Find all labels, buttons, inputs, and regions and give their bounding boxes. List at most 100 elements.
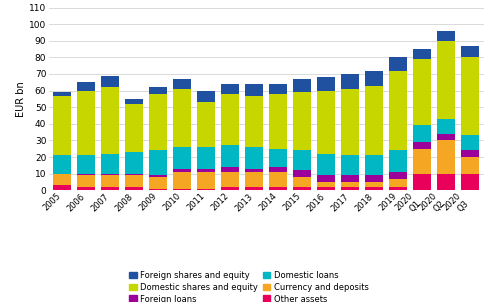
Bar [221,94,239,146]
Bar [413,142,432,149]
Bar [101,187,119,190]
Bar [270,94,287,149]
Bar [462,174,479,190]
Bar [54,92,71,96]
Bar [317,187,335,190]
Bar [77,91,95,156]
Bar [197,102,216,147]
Bar [77,175,95,187]
Bar [365,175,383,182]
Y-axis label: EUR bn: EUR bn [16,81,27,117]
Bar [294,150,311,170]
Bar [365,187,383,190]
Bar [437,140,456,174]
Bar [54,185,71,190]
Bar [341,175,359,182]
Bar [437,31,456,41]
Bar [317,154,335,175]
Bar [270,149,287,167]
Bar [389,150,408,172]
Bar [197,188,216,190]
Bar [389,179,408,187]
Bar [413,149,432,174]
Bar [365,86,383,156]
Bar [173,89,191,147]
Bar [101,175,119,187]
Bar [221,84,239,94]
Bar [149,188,167,190]
Bar [197,169,216,172]
Bar [413,174,432,190]
Bar [341,156,359,175]
Bar [125,175,143,187]
Bar [246,96,263,147]
Bar [101,76,119,87]
Bar [173,169,191,172]
Bar [294,170,311,177]
Bar [77,82,95,91]
Bar [149,177,167,188]
Bar [77,156,95,174]
Bar [294,79,311,92]
Bar [341,187,359,190]
Bar [54,96,71,156]
Bar [462,157,479,174]
Bar [317,91,335,154]
Bar [270,172,287,187]
Bar [462,57,479,135]
Bar [125,174,143,175]
Bar [389,71,408,150]
Bar [101,174,119,175]
Bar [221,146,239,167]
Bar [221,172,239,187]
Bar [149,94,167,150]
Bar [437,174,456,190]
Bar [462,150,479,157]
Bar [77,187,95,190]
Bar [413,49,432,59]
Bar [221,167,239,172]
Bar [246,169,263,172]
Bar [125,99,143,104]
Bar [270,84,287,94]
Bar [294,187,311,190]
Bar [77,174,95,175]
Bar [221,187,239,190]
Bar [270,167,287,172]
Bar [294,92,311,150]
Bar [197,172,216,188]
Bar [54,174,71,185]
Bar [341,89,359,156]
Bar [341,74,359,89]
Bar [149,175,167,177]
Bar [389,172,408,179]
Bar [462,135,479,150]
Bar [197,147,216,169]
Bar [365,182,383,187]
Bar [173,147,191,169]
Bar [246,147,263,169]
Bar [125,187,143,190]
Bar [317,175,335,182]
Bar [413,59,432,126]
Bar [317,182,335,187]
Bar [149,150,167,175]
Bar [173,188,191,190]
Bar [413,126,432,142]
Bar [125,152,143,174]
Bar [462,46,479,57]
Bar [365,71,383,86]
Bar [317,77,335,91]
Bar [389,187,408,190]
Bar [341,182,359,187]
Bar [437,134,456,140]
Bar [54,156,71,174]
Bar [294,177,311,187]
Bar [125,104,143,152]
Bar [197,91,216,102]
Bar [365,156,383,175]
Bar [246,84,263,96]
Bar [437,41,456,119]
Bar [101,87,119,154]
Bar [437,119,456,134]
